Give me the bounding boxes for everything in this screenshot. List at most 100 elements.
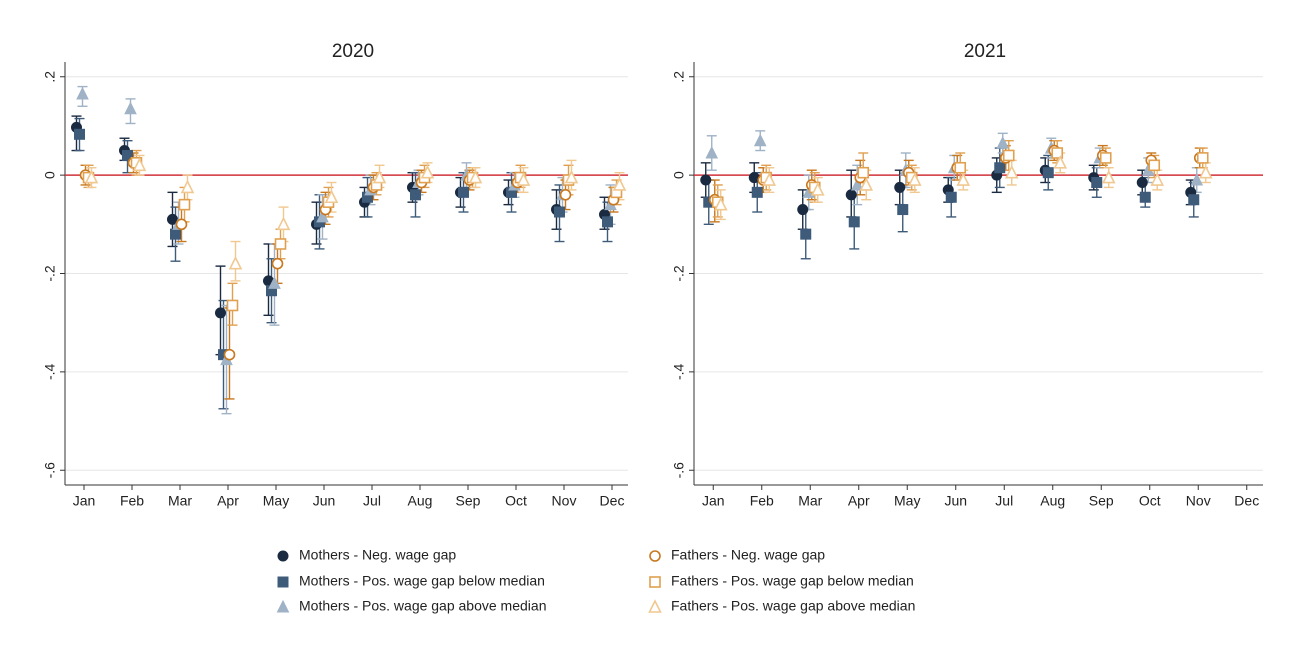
marker <box>1150 172 1165 186</box>
marker <box>175 218 188 231</box>
x-tick-label: Jun <box>944 493 967 509</box>
marker <box>468 169 483 184</box>
marker <box>74 128 85 140</box>
marker <box>1136 177 1148 189</box>
marker <box>753 133 767 147</box>
marker <box>276 599 290 613</box>
marker <box>324 189 339 204</box>
marker <box>1002 149 1015 162</box>
x-tick-label: Jul <box>363 493 381 509</box>
legend-label: Fathers - Pos. wage gap above median <box>671 598 915 614</box>
marker <box>845 189 857 201</box>
x-tick-label: Feb <box>750 493 774 509</box>
marker <box>1198 164 1213 179</box>
marker <box>1139 191 1151 203</box>
y-tick-label: 0 <box>671 171 687 179</box>
x-tick-label: Mar <box>798 493 822 509</box>
marker <box>1190 172 1204 186</box>
marker <box>648 599 662 613</box>
legend-label: Mothers - Pos. wage gap below median <box>299 573 545 589</box>
marker <box>554 206 565 218</box>
marker <box>954 161 967 174</box>
x-tick-label: Jan <box>73 493 96 509</box>
marker <box>713 196 728 211</box>
marker <box>649 550 661 562</box>
marker <box>956 172 971 186</box>
marker <box>268 276 281 289</box>
marker <box>564 169 579 184</box>
marker <box>122 149 133 161</box>
x-tick-label: Dec <box>1234 493 1259 509</box>
y-tick-label: -.4 <box>42 363 58 380</box>
marker <box>228 255 243 270</box>
x-tick-label: Nov <box>552 493 577 509</box>
marker <box>1042 167 1054 179</box>
marker <box>612 177 627 191</box>
marker <box>907 172 922 186</box>
marker <box>1051 147 1064 159</box>
marker <box>850 177 864 191</box>
x-tick-label: Apr <box>848 493 870 509</box>
marker <box>516 172 531 186</box>
x-tick-label: Jun <box>313 493 336 509</box>
marker <box>277 550 289 562</box>
chart-title: 2021 <box>964 41 1006 62</box>
marker <box>458 186 469 198</box>
marker <box>420 164 435 179</box>
legend-label: Mothers - Pos. wage gap above median <box>299 598 546 614</box>
marker <box>996 136 1010 149</box>
x-tick-label: May <box>263 493 289 509</box>
marker <box>857 166 870 179</box>
x-tick-label: Sep <box>456 493 481 509</box>
y-tick-label: -.4 <box>671 363 687 380</box>
marker <box>705 145 719 159</box>
y-tick-label: 0 <box>42 171 58 179</box>
marker <box>1188 194 1200 206</box>
marker <box>271 257 284 270</box>
marker <box>810 182 825 196</box>
x-tick-label: Oct <box>505 493 527 509</box>
x-tick-label: Sep <box>1089 493 1114 509</box>
marker <box>180 179 195 194</box>
marker <box>848 216 860 228</box>
marker <box>410 189 421 201</box>
marker <box>170 228 181 240</box>
x-tick-label: May <box>894 493 920 509</box>
x-tick-label: Mar <box>168 493 192 509</box>
marker <box>223 348 236 361</box>
y-tick-label: -.2 <box>42 265 58 282</box>
x-tick-label: Apr <box>217 493 239 509</box>
marker <box>84 169 99 184</box>
marker <box>316 209 329 223</box>
marker <box>226 299 239 312</box>
marker <box>700 174 712 186</box>
x-tick-label: Feb <box>120 493 144 509</box>
x-tick-label: Jul <box>995 493 1013 509</box>
marker <box>124 101 137 115</box>
marker <box>1004 164 1019 179</box>
marker <box>945 191 957 203</box>
x-tick-label: Oct <box>1139 493 1161 509</box>
marker <box>1196 152 1209 164</box>
marker <box>76 86 89 100</box>
marker <box>274 238 287 250</box>
marker <box>994 162 1006 174</box>
marker <box>762 172 777 186</box>
marker <box>132 157 147 172</box>
marker <box>1148 159 1161 172</box>
y-tick-label: -.2 <box>671 265 687 282</box>
x-tick-label: Nov <box>1186 493 1211 509</box>
marker <box>751 186 763 198</box>
y-tick-label: -.6 <box>42 462 58 479</box>
marker <box>276 216 291 231</box>
marker <box>800 228 812 240</box>
y-tick-label: .2 <box>42 71 58 83</box>
marker <box>1053 155 1068 169</box>
marker <box>1091 177 1103 189</box>
marker <box>897 204 909 216</box>
marker <box>797 204 809 216</box>
marker <box>277 576 289 588</box>
marker <box>1101 169 1116 184</box>
marker <box>894 181 906 193</box>
